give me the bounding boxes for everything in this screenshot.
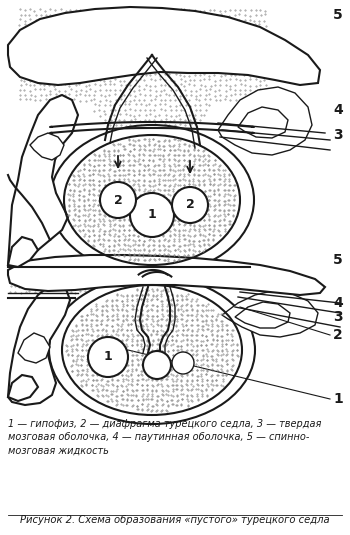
Polygon shape (8, 285, 70, 405)
Circle shape (130, 193, 174, 237)
Text: 2: 2 (186, 198, 194, 211)
Polygon shape (235, 302, 290, 328)
Polygon shape (222, 291, 318, 337)
Text: Рисунок 2. Схема образования «пустого» турецкого седла: Рисунок 2. Схема образования «пустого» т… (20, 515, 330, 525)
Polygon shape (8, 375, 38, 401)
Circle shape (172, 352, 194, 374)
Text: 4: 4 (333, 103, 343, 117)
Circle shape (143, 351, 171, 379)
Text: 5: 5 (333, 253, 343, 267)
Text: 4: 4 (333, 296, 343, 310)
Text: 5: 5 (333, 8, 343, 22)
Polygon shape (8, 95, 78, 267)
Ellipse shape (50, 125, 254, 275)
Ellipse shape (49, 276, 255, 424)
Polygon shape (238, 107, 288, 138)
Circle shape (88, 337, 128, 377)
Text: 1: 1 (333, 392, 343, 406)
Text: 1: 1 (148, 209, 156, 221)
Text: 2: 2 (333, 328, 343, 342)
Text: 1 — гипофиз, 2 — диафрагма турецкого седла, 3 — твердая
мозговая оболочка, 4 — п: 1 — гипофиз, 2 — диафрагма турецкого сед… (8, 419, 321, 455)
Text: 3: 3 (333, 128, 343, 142)
Text: 2: 2 (114, 194, 122, 207)
Text: 1: 1 (104, 350, 112, 363)
Polygon shape (18, 333, 50, 363)
Polygon shape (30, 133, 64, 160)
Polygon shape (8, 7, 320, 85)
Polygon shape (8, 237, 38, 267)
Polygon shape (8, 255, 325, 295)
Text: 3: 3 (333, 310, 343, 324)
Circle shape (172, 187, 208, 223)
Polygon shape (218, 87, 312, 155)
Circle shape (100, 182, 136, 218)
